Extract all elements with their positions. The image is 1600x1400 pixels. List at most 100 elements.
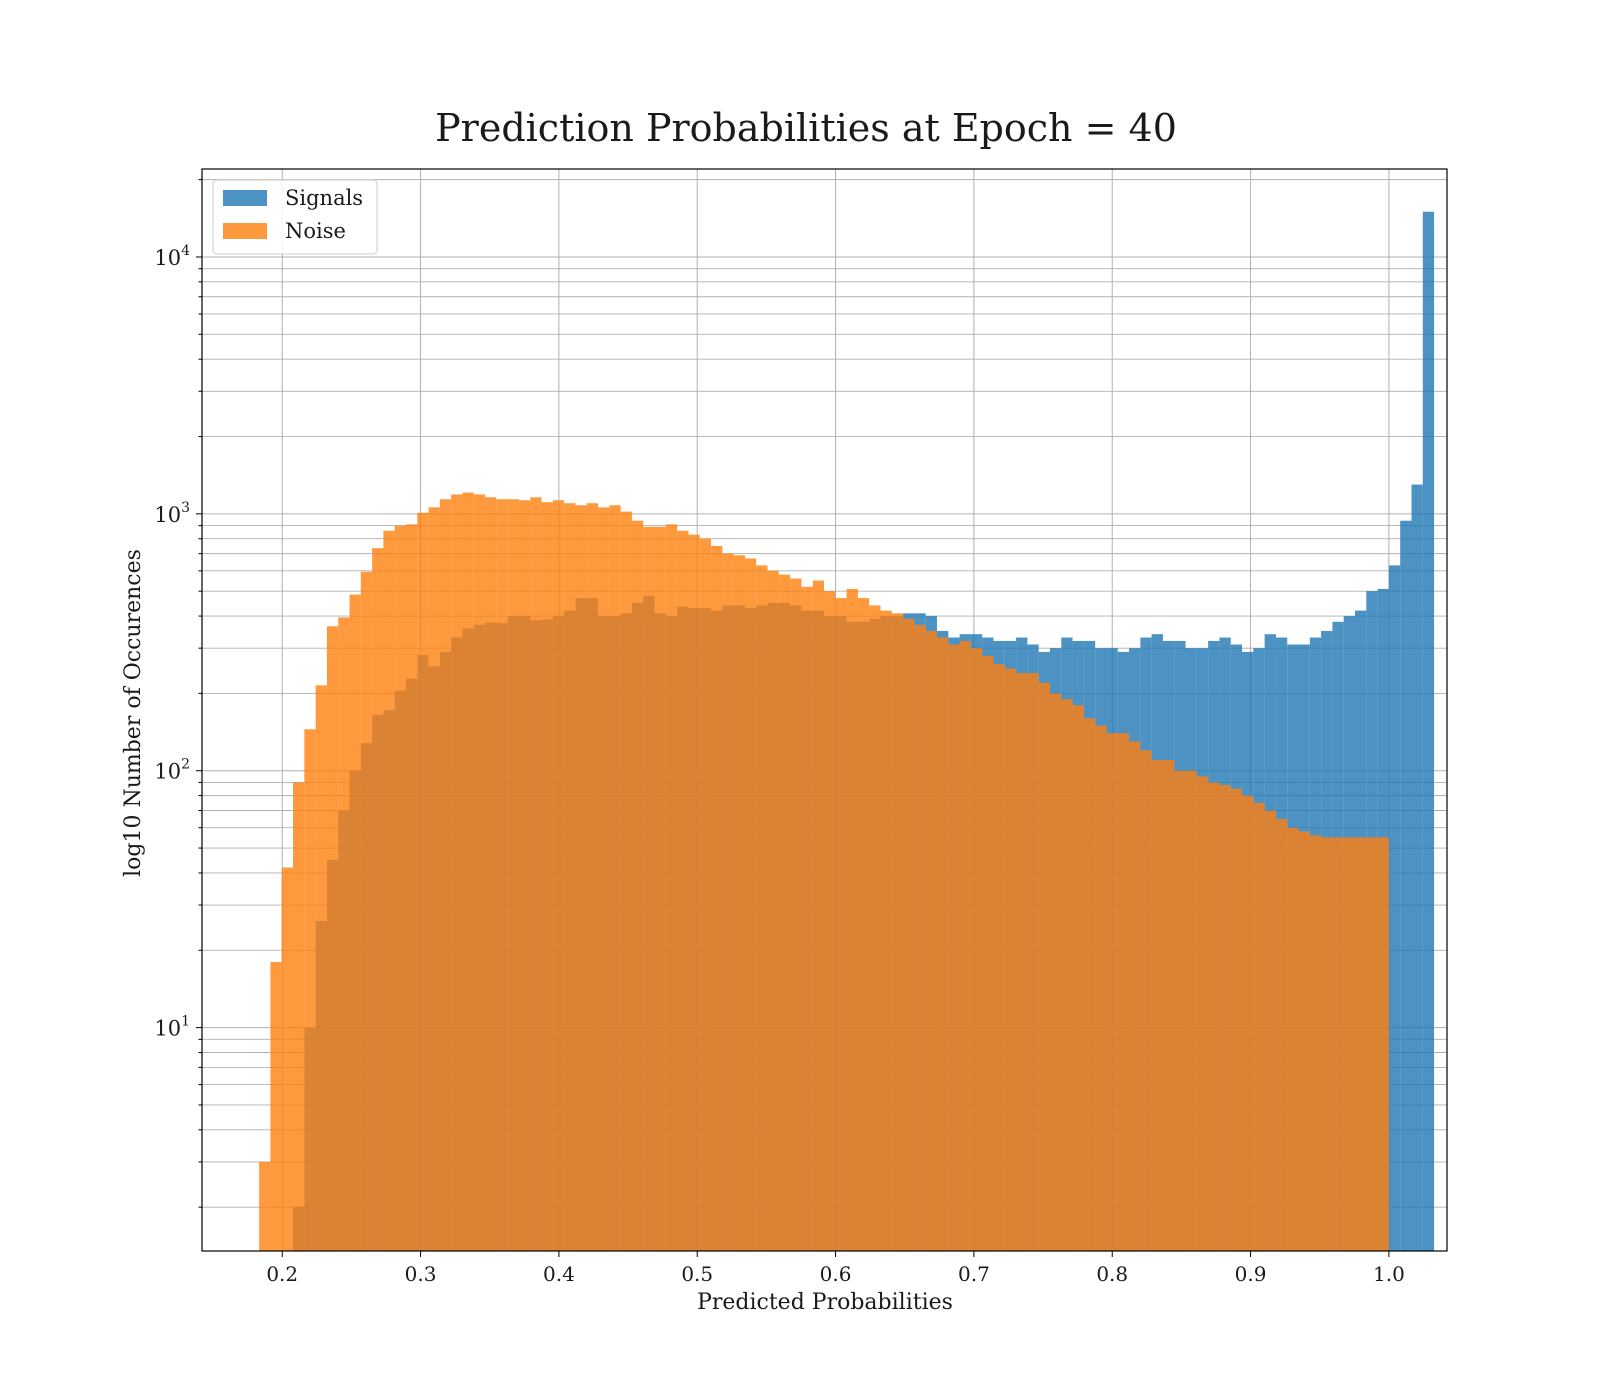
histogram-bar-noise	[338, 617, 350, 1251]
x-tick-label: 0.6	[820, 1262, 852, 1286]
x-tick-label: 0.2	[266, 1262, 298, 1286]
histogram-bar-noise	[564, 503, 576, 1251]
histogram-bar-noise	[970, 648, 983, 1251]
histogram-bar-noise	[711, 545, 723, 1251]
histogram-bar-noise	[801, 586, 813, 1251]
legend-swatch-signals	[223, 190, 267, 206]
y-axis-label: log10 Number of Occurences	[121, 549, 146, 877]
histogram-bar-noise	[778, 574, 791, 1251]
series-noise	[259, 492, 1389, 1251]
histogram-bar-signals	[1422, 211, 1435, 1251]
chart-title: Prediction Probabilities at Epoch = 40	[435, 106, 1177, 150]
legend-label-signals: Signals	[285, 186, 363, 210]
plot-frame	[201, 168, 1448, 1252]
histogram-bar-noise	[654, 526, 666, 1251]
histogram-bar-noise	[993, 664, 1005, 1251]
histogram-bar-noise	[1309, 835, 1322, 1251]
histogram-bar-noise	[733, 555, 745, 1251]
histogram-bar-noise	[1366, 837, 1378, 1251]
histogram-bar-noise	[914, 624, 926, 1251]
histogram-bar-noise	[1332, 837, 1344, 1251]
histogram-bar-noise	[1230, 788, 1243, 1251]
y-tick-label: 101	[154, 1014, 190, 1041]
histogram-bar-noise	[315, 685, 327, 1251]
histogram-bar-noise	[1129, 741, 1141, 1251]
y-tick-label: 102	[154, 757, 190, 784]
histogram-bar-signals	[1388, 565, 1401, 1251]
histogram-bar-noise	[394, 525, 407, 1251]
histogram-bar-noise	[1208, 782, 1220, 1251]
histogram-bar-noise	[722, 553, 734, 1251]
histogram-bar-noise	[744, 558, 757, 1251]
histogram-bar-noise	[903, 618, 915, 1251]
histogram-bar-noise	[880, 610, 892, 1251]
histogram-bar-noise	[349, 594, 361, 1251]
histogram-bar-noise	[1151, 760, 1163, 1251]
histogram-bar-signals	[1411, 484, 1423, 1251]
histogram-bar-noise	[586, 503, 599, 1251]
histogram-bar-noise	[372, 548, 384, 1251]
histogram-bar-noise	[1061, 699, 1073, 1251]
x-axis-label: Predicted Probabilities	[697, 1290, 953, 1315]
x-tick-label: 1.0	[1373, 1262, 1405, 1286]
histogram-bar-noise	[360, 571, 373, 1251]
x-tick-label: 0.4	[543, 1262, 575, 1286]
histogram-bar-noise	[485, 497, 497, 1251]
x-tick-label: 0.3	[405, 1262, 437, 1286]
histogram-bar-noise	[1275, 818, 1288, 1251]
histogram-bar-noise	[1016, 673, 1028, 1251]
histogram-bar-noise	[1287, 827, 1299, 1251]
histogram-bar-noise	[518, 500, 531, 1251]
histogram-bar-noise	[383, 530, 395, 1251]
histogram-bar-noise	[598, 507, 610, 1251]
histogram-bar-noise	[1253, 802, 1265, 1251]
histogram-bar-noise	[835, 598, 847, 1251]
histogram-bar-noise	[1185, 770, 1197, 1251]
histogram-bar-noise	[1038, 682, 1050, 1251]
histogram-bar-noise	[756, 565, 768, 1251]
histogram-bar-noise	[1072, 705, 1084, 1251]
legend: Signals Noise	[212, 179, 378, 255]
histogram-bar-noise	[259, 1161, 271, 1251]
histogram-bar-noise	[1106, 733, 1118, 1251]
histogram-bar-noise	[462, 492, 474, 1251]
histogram-bar-noise	[281, 867, 294, 1251]
histogram-bar-noise	[620, 511, 632, 1251]
x-tick-label: 0.8	[1096, 1262, 1128, 1286]
histogram-bar-noise	[609, 505, 621, 1251]
histogram-bar-noise	[552, 500, 565, 1251]
histogram-bar-noise	[1174, 770, 1186, 1251]
x-tick-label: 0.5	[681, 1262, 713, 1286]
legend-swatch-noise	[223, 223, 267, 239]
histogram-bar-noise	[1027, 673, 1039, 1251]
histogram-bar-noise	[948, 644, 960, 1251]
histogram-bar-noise	[293, 782, 305, 1251]
histogram-bar-noise	[936, 637, 949, 1251]
histogram-bar-noise	[1343, 837, 1356, 1251]
bars-group	[259, 211, 1435, 1251]
histogram-bar-noise	[824, 591, 836, 1251]
histogram-bar-noise	[1083, 718, 1096, 1251]
histogram-bar-noise	[665, 524, 678, 1251]
histogram-bar-noise	[1321, 837, 1333, 1251]
histogram-bar-noise	[643, 526, 655, 1251]
histogram-bar-noise	[439, 499, 452, 1251]
histogram-bar-noise	[1140, 750, 1152, 1251]
histogram-bar-noise	[699, 538, 712, 1251]
histogram-bar-noise	[326, 626, 339, 1251]
histogram-bar-signals	[1400, 520, 1412, 1251]
histogram-bar-noise	[1049, 693, 1062, 1251]
histogram-bar-noise	[1162, 760, 1175, 1251]
histogram-bar-noise	[1298, 831, 1310, 1251]
histogram-bar-noise	[270, 962, 282, 1251]
y-tick-label: 103	[154, 500, 190, 527]
histogram-bar-noise	[1004, 668, 1017, 1251]
histogram-bar-noise	[304, 729, 316, 1251]
histogram-bar-noise	[1196, 776, 1209, 1251]
y-tick-label: 104	[154, 243, 190, 270]
histogram-bar-noise	[631, 520, 644, 1251]
histogram-bar-noise	[1242, 795, 1254, 1251]
histogram-bar-noise	[473, 494, 486, 1251]
histogram-bar-noise	[406, 524, 418, 1251]
